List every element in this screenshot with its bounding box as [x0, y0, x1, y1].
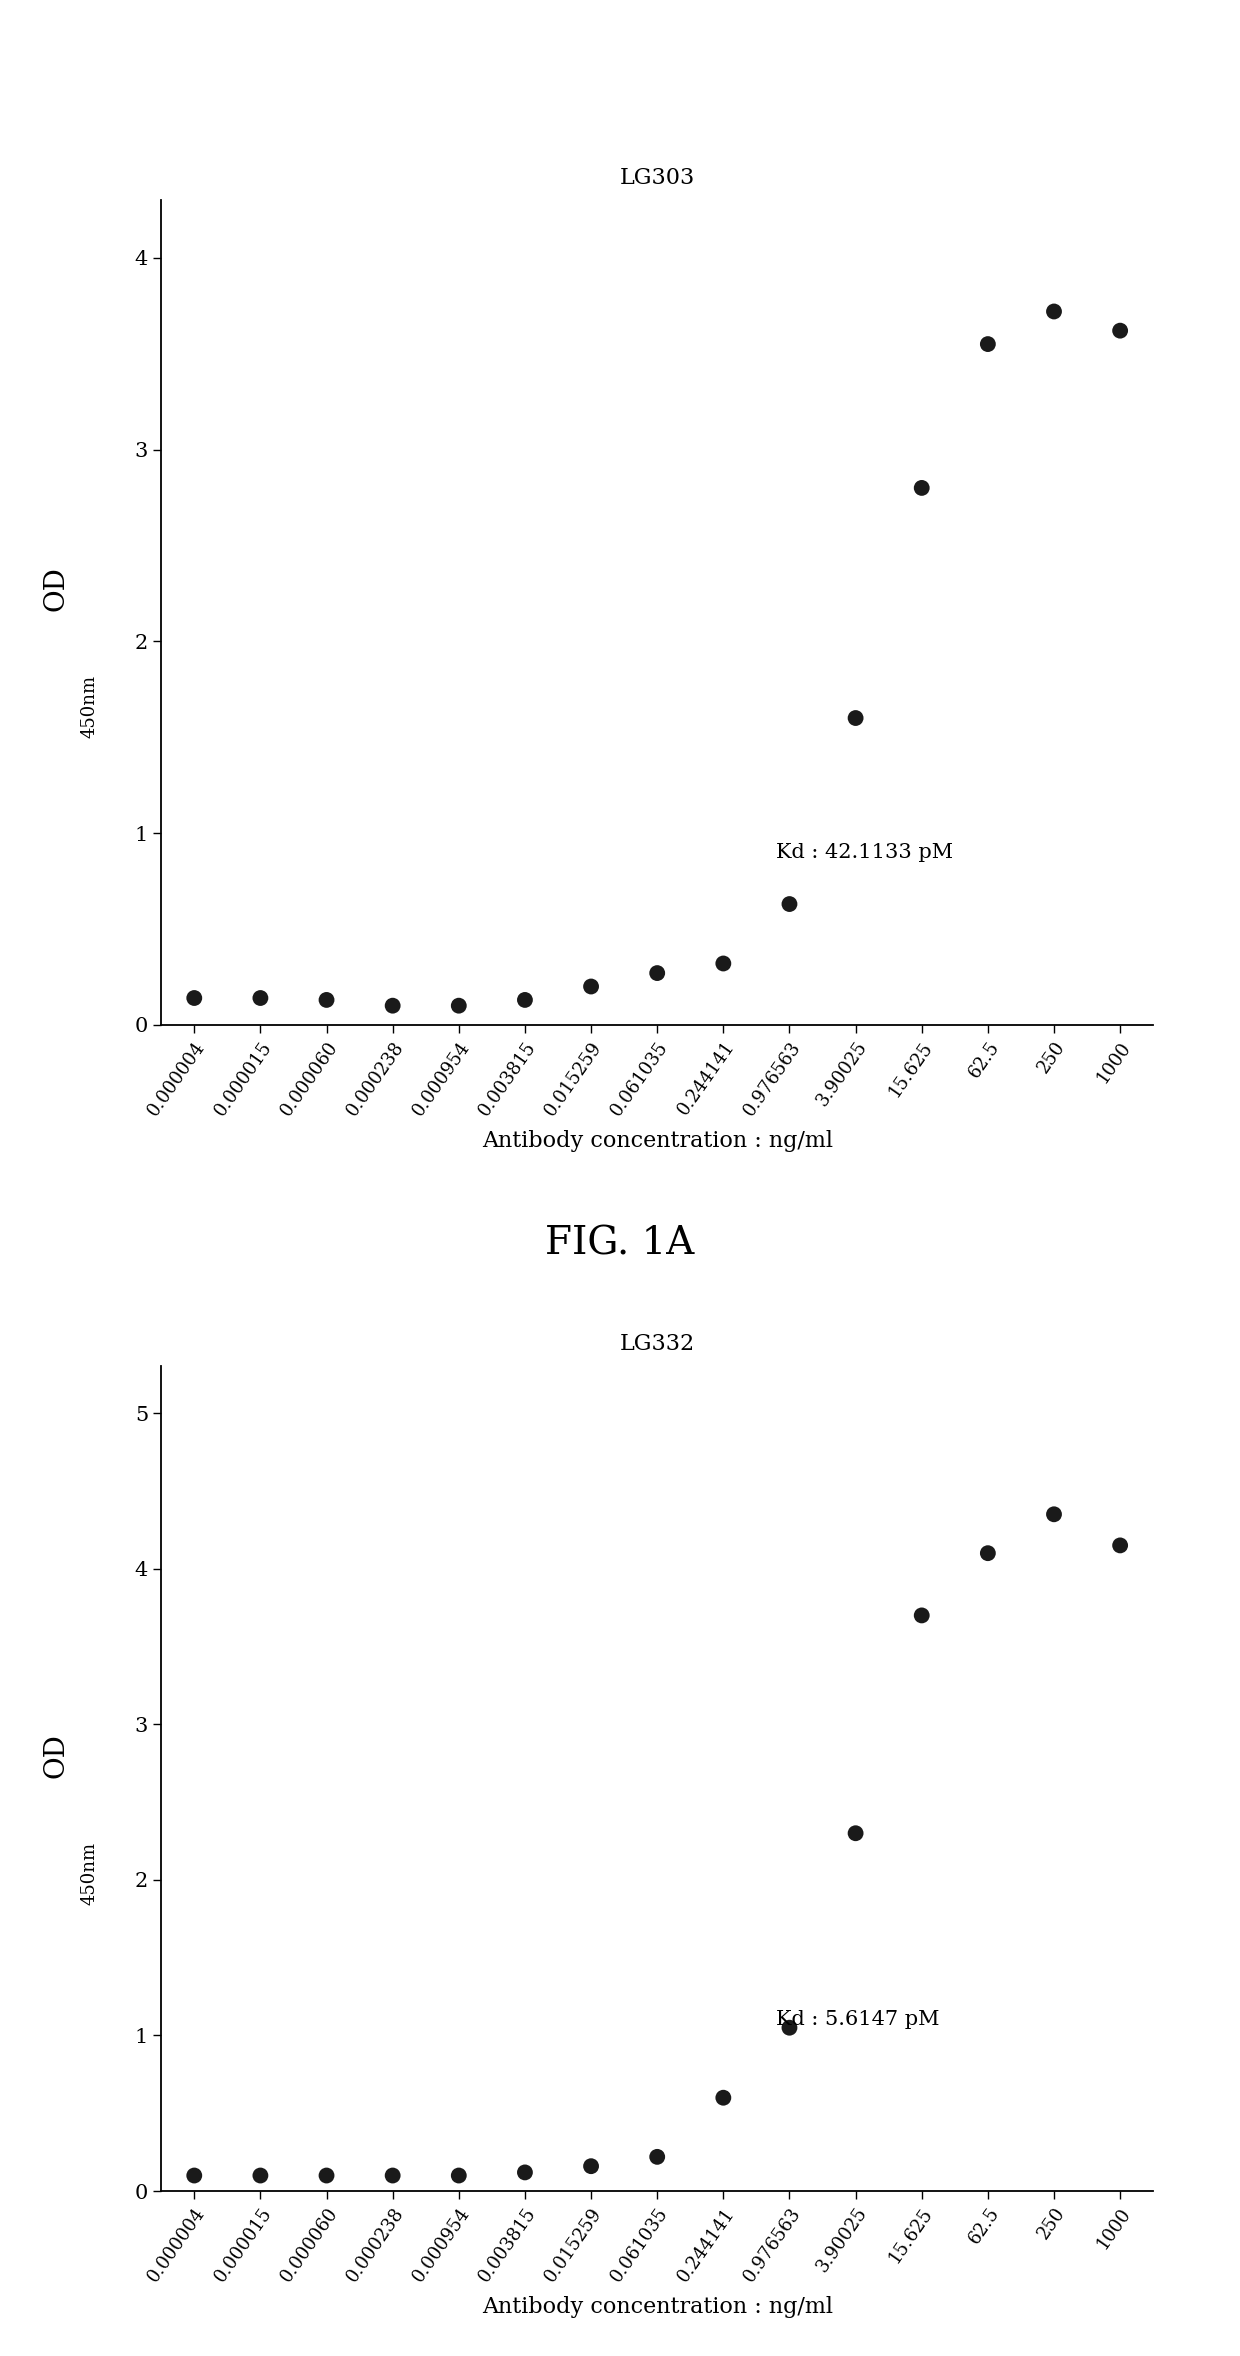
- Point: [1044, 292, 1064, 330]
- Point: [846, 1814, 866, 1852]
- Point: [1110, 311, 1130, 349]
- Text: OD: OD: [42, 565, 69, 613]
- Point: [647, 954, 667, 992]
- Title: LG332: LG332: [620, 1333, 694, 1355]
- Point: [713, 2078, 733, 2116]
- Point: [449, 987, 469, 1025]
- Point: [383, 2156, 403, 2193]
- Point: [316, 2156, 336, 2193]
- Point: [780, 886, 800, 924]
- Point: [911, 1597, 931, 1635]
- Text: 450nm: 450nm: [81, 1842, 98, 1904]
- Text: OD: OD: [42, 1732, 69, 1779]
- Point: [383, 987, 403, 1025]
- Title: LG303: LG303: [620, 167, 694, 188]
- Point: [582, 968, 601, 1006]
- Point: [185, 980, 205, 1018]
- Point: [911, 469, 931, 507]
- Point: [1044, 1496, 1064, 1534]
- Text: 450nm: 450nm: [81, 676, 98, 737]
- Point: [185, 2156, 205, 2193]
- Point: [978, 325, 998, 363]
- Point: [1110, 1527, 1130, 1564]
- X-axis label: Antibody concentration : ng/ml: Antibody concentration : ng/ml: [481, 2297, 833, 2318]
- Point: [978, 1534, 998, 1571]
- Point: [713, 945, 733, 982]
- Point: [250, 980, 270, 1018]
- Point: [449, 2156, 469, 2193]
- Text: Kd : 5.6147 pM: Kd : 5.6147 pM: [776, 2010, 940, 2029]
- Point: [846, 700, 866, 737]
- Point: [316, 980, 336, 1018]
- Point: [515, 980, 534, 1018]
- Point: [647, 2137, 667, 2175]
- Text: Kd : 42.1133 pM: Kd : 42.1133 pM: [776, 843, 954, 862]
- X-axis label: Antibody concentration : ng/ml: Antibody concentration : ng/ml: [481, 1131, 833, 1152]
- Point: [582, 2146, 601, 2184]
- Point: [515, 2153, 534, 2191]
- Point: [780, 2010, 800, 2047]
- Point: [250, 2156, 270, 2193]
- Text: FIG. 1A: FIG. 1A: [546, 1225, 694, 1263]
